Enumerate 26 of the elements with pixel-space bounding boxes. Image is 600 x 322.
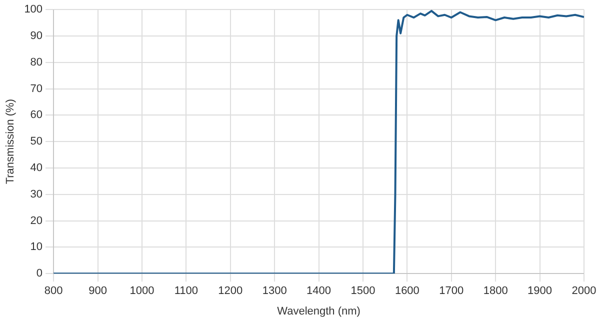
y-tick-label: 90	[30, 30, 43, 42]
y-tick-label: 10	[30, 241, 43, 254]
y-tick-label: 40	[30, 162, 43, 174]
x-tick-label: 1700	[439, 285, 464, 298]
x-tick-label: 1800	[483, 285, 508, 298]
x-tick-label: 1100	[174, 285, 198, 298]
y-tick-label: 60	[30, 109, 43, 122]
y-tick-label: 0	[36, 268, 43, 280]
x-axis-title: Wavelength (nm)	[277, 305, 360, 318]
x-tick-label: 800	[44, 285, 63, 298]
y-axis-title: Transmission (%)	[4, 99, 17, 184]
x-tick-label: 1600	[394, 285, 420, 298]
y-tick-label: 100	[24, 4, 43, 16]
y-tick-label: 80	[30, 56, 43, 68]
y-tick-label: 30	[30, 188, 43, 200]
x-tick-label: 1300	[262, 285, 287, 298]
x-tick-label: 1000	[130, 285, 154, 298]
y-tick-label: 20	[30, 214, 43, 227]
x-tick-label: 900	[88, 285, 107, 298]
x-tick-label: 2000	[572, 285, 596, 298]
x-tick-label: 1200	[218, 285, 243, 298]
x-tick-label: 1900	[528, 285, 552, 298]
y-tick-label: 50	[30, 136, 43, 148]
x-tick-label: 1500	[350, 285, 376, 298]
x-tick-label: 1400	[306, 285, 332, 298]
y-tick-label: 70	[30, 82, 43, 95]
